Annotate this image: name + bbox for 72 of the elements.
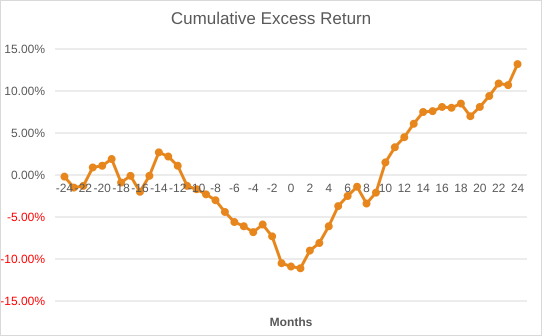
- y-tick-label: -10.00%: [0, 252, 46, 266]
- point: [287, 262, 295, 271]
- point: [278, 259, 286, 268]
- point: [410, 120, 418, 128]
- point: [456, 100, 465, 108]
- x-tick-label: -14: [150, 181, 168, 195]
- y-tick-label: 10.00%: [4, 84, 46, 98]
- chart-title: Cumulative Excess Return: [170, 9, 372, 29]
- point: [220, 208, 229, 216]
- y-tick-label: 15.00%: [4, 42, 46, 56]
- point: [514, 60, 522, 68]
- x-tick-label: 4: [325, 181, 332, 195]
- point: [428, 107, 437, 116]
- point: [268, 232, 276, 240]
- point: [108, 155, 116, 164]
- point: [447, 104, 456, 112]
- x-tick-label: 8: [363, 181, 370, 195]
- point: [145, 172, 154, 180]
- x-tick-label: 10: [378, 181, 392, 195]
- x-tick-label: 24: [510, 181, 525, 195]
- x-tick-label: 16: [435, 181, 450, 195]
- point: [362, 200, 371, 208]
- point: [334, 202, 342, 210]
- x-tick-label: -6: [229, 181, 240, 195]
- point: [438, 102, 446, 111]
- point: [315, 239, 324, 248]
- x-tick-label: 0: [288, 181, 295, 195]
- point: [306, 246, 314, 255]
- x-tick-label: -4: [248, 181, 259, 195]
- point: [240, 222, 248, 230]
- point: [390, 143, 399, 152]
- point: [174, 162, 182, 170]
- point: [485, 92, 494, 100]
- x-tick-label: 14: [416, 181, 430, 195]
- point: [154, 148, 163, 156]
- point: [60, 172, 68, 181]
- point: [466, 112, 474, 120]
- x-tick-label: -8: [210, 181, 222, 195]
- point: [344, 192, 352, 200]
- x-tick-label: 6: [344, 181, 352, 195]
- point: [249, 228, 258, 236]
- point: [296, 264, 304, 272]
- point: [494, 79, 503, 88]
- x-tick-label: -18: [112, 181, 130, 195]
- x-tick-label: -12: [169, 181, 187, 195]
- x-tick-label: 18: [454, 181, 468, 195]
- y-tick-label: -15.00%: [0, 294, 46, 308]
- point: [258, 220, 267, 229]
- point: [230, 218, 238, 226]
- point: [400, 133, 408, 142]
- y-tick-label: -5.00%: [6, 210, 46, 224]
- x-tick-label: 12: [398, 181, 412, 195]
- x-axis-title: Months: [270, 315, 313, 329]
- point: [476, 102, 484, 111]
- x-tick-label: 20: [473, 181, 487, 195]
- x-tick-label: -20: [94, 181, 112, 195]
- point: [419, 108, 428, 116]
- point: [353, 182, 362, 191]
- point: [381, 158, 390, 166]
- point: [504, 81, 512, 90]
- point: [211, 196, 220, 204]
- point: [372, 188, 380, 197]
- point: [126, 172, 135, 180]
- y-tick-label: 5.00%: [10, 126, 46, 140]
- point: [164, 152, 172, 161]
- y-tick-label: 0.00%: [10, 168, 46, 182]
- point: [324, 222, 333, 230]
- x-tick-label: 2: [306, 181, 314, 195]
- x-tick-label: 22: [492, 181, 506, 195]
- point: [88, 163, 97, 172]
- point: [98, 162, 106, 170]
- x-tick-label: -2: [266, 181, 278, 195]
